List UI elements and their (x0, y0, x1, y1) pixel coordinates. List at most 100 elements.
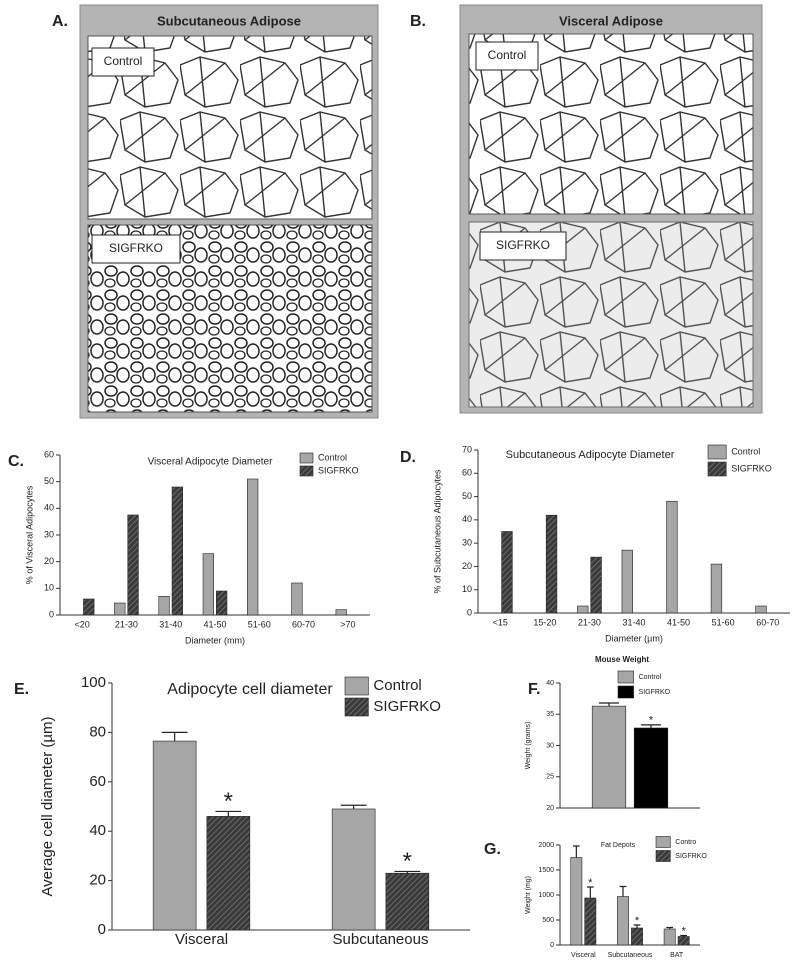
bar (577, 605, 589, 614)
y-tick-label: 30 (44, 529, 54, 539)
y-tick-label: 10 (462, 584, 472, 594)
panel-letter: E. (14, 681, 29, 698)
y-tick-label: 60 (462, 468, 472, 478)
y-tick-label: 20 (462, 561, 472, 571)
bar (335, 609, 347, 616)
bar (83, 598, 95, 616)
bar (666, 500, 678, 614)
x-tick-label: BAT (670, 952, 684, 959)
x-axis-label: Diameter (µm) (605, 633, 663, 643)
x-tick-label: 60-70 (292, 619, 315, 629)
y-tick-label: 35 (546, 711, 554, 718)
legend-label: Contro (675, 839, 696, 846)
y-tick-label: 0 (550, 942, 554, 949)
error-bar (215, 810, 242, 817)
bar (216, 590, 228, 616)
annotation: * (635, 915, 640, 927)
x-tick-label: 41-50 (203, 619, 226, 629)
annotation: * (588, 877, 593, 889)
y-tick-label: 70 (462, 444, 472, 454)
image-label: SIGFRKO (109, 241, 163, 255)
bar (591, 705, 627, 809)
image-label: SIGFRKO (496, 238, 550, 252)
panel-letter: G. (484, 841, 501, 858)
legend-label: SIGFRKO (731, 463, 772, 473)
y-axis-label: Weight (mg) (525, 876, 532, 914)
bar (570, 857, 583, 946)
panel-a: A. Subcutaneous Adipose Control SIGFRKO (52, 4, 379, 419)
y-tick-label: 500 (542, 917, 554, 924)
bar (291, 582, 303, 616)
bar (127, 514, 139, 616)
chart: G. Fat Depots Weight (mg) 0 500 1000 1500 2000 V… (484, 836, 707, 959)
y-axis-label: % of Subcutaneous Adipocytes (432, 469, 442, 594)
x-tick-label: 15-20 (533, 617, 556, 627)
image-label-box (475, 41, 539, 71)
legend-label: SIGFRKO (639, 689, 671, 696)
legend-swatch (299, 452, 314, 464)
bar (331, 808, 376, 931)
bar (631, 927, 643, 946)
panel-letter: B. (410, 13, 426, 30)
annotation: * (649, 715, 654, 727)
panel-title: Visceral Adipose (559, 13, 663, 28)
bar (621, 549, 633, 614)
error-bar (394, 870, 421, 874)
chart: F. Mouse Weight Weight (grams) 20 25 30 35 40 * C… (525, 655, 700, 812)
bar (663, 928, 676, 946)
legend-label: SIGFRKO (318, 465, 359, 475)
x-axis-label: Diameter (mm) (185, 635, 245, 645)
y-tick-label: 10 (44, 583, 54, 593)
bar (755, 605, 767, 614)
chart-title: Visceral Adipocyte Diameter (148, 457, 274, 468)
x-tick-label: 60-70 (756, 617, 779, 627)
x-tick-label: 21-30 (115, 619, 138, 629)
y-tick-label: 1500 (538, 867, 554, 874)
bar (617, 896, 629, 946)
y-tick-label: 60 (89, 773, 106, 790)
error-bar (680, 934, 688, 937)
y-tick-label: 40 (89, 822, 106, 839)
y-tick-label: 20 (89, 872, 106, 889)
annotation: * (403, 848, 412, 875)
y-tick-label: 0 (98, 921, 106, 938)
error-bar (666, 926, 674, 929)
y-tick-label: 25 (546, 774, 554, 781)
y-tick-label: 30 (546, 742, 554, 749)
image-label: Control (104, 54, 143, 68)
legend-swatch (344, 676, 369, 696)
y-tick-label: 40 (44, 503, 54, 513)
y-axis-label: % of Visceral Adipocytes (24, 485, 34, 584)
legend-label: Control (318, 452, 347, 462)
x-tick-label: Visceral (571, 952, 596, 959)
bar (114, 602, 126, 616)
error-bar (640, 724, 662, 728)
image-label-box (91, 234, 181, 264)
error-bar (619, 885, 627, 897)
legend-swatch (617, 685, 634, 699)
legend-swatch (344, 697, 369, 717)
bar (584, 897, 597, 946)
image-label: Control (488, 48, 527, 62)
y-tick-label: 40 (546, 680, 554, 687)
chart-title: Adipocyte cell diameter (167, 681, 333, 698)
legend-label: SIGFRKO (373, 698, 441, 715)
chart-title: Subcutaneous Adipocyte Diameter (506, 449, 675, 461)
error-bar (572, 845, 580, 858)
x-tick-label: <20 (75, 619, 90, 629)
panel-letter: A. (52, 13, 68, 30)
legend-swatch (707, 444, 727, 460)
y-tick-label: 60 (44, 449, 54, 459)
y-tick-label: 50 (44, 476, 54, 486)
chart-title: Fat Depots (601, 842, 636, 849)
bar (710, 563, 723, 614)
legend-label: Control (639, 674, 662, 681)
chart-title: Mouse Weight (595, 655, 649, 664)
legend-label: SIGFRKO (675, 853, 707, 860)
bar (590, 556, 602, 614)
chart: D. Subcutaneous Adipocyte Diameter % of Su… (400, 444, 790, 643)
chart: E. Adipocyte cell diameter Average cell di… (14, 674, 470, 948)
y-tick-label: 100 (81, 674, 106, 691)
x-tick-label: 51-60 (248, 619, 271, 629)
